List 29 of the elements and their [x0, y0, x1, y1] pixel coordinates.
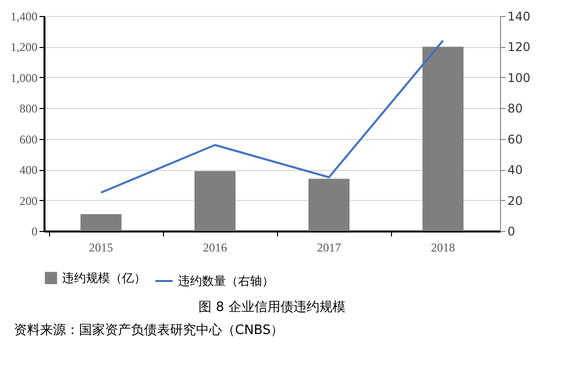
bar	[308, 178, 350, 231]
x-tick-label: 2016	[203, 240, 227, 254]
y2-tick-label: 120	[508, 40, 530, 54]
text: 资料来源：国家资产负债表研究中心（CNBS）	[13, 322, 285, 339]
y-tick-label: 400	[20, 163, 38, 178]
y-tick-label: 0	[32, 224, 38, 238]
y2-tick-label: 100	[508, 70, 530, 85]
x-tick-label: 2015	[89, 240, 113, 254]
line-series	[100, 40, 444, 194]
y-tick-label: 200	[20, 194, 38, 208]
legend-label: 违约数量（右轴）	[178, 274, 274, 288]
bar	[80, 214, 122, 231]
x-tick-label: 2018	[431, 240, 455, 254]
y2-tick-label: 20	[508, 194, 523, 208]
y2-tick-label: 40	[508, 163, 523, 178]
y2-tick-label: 60	[508, 132, 523, 146]
y-tick-label: 1,000	[10, 70, 38, 85]
y2-tick-label: 80	[508, 102, 523, 116]
y-tick-label: 600	[20, 132, 38, 146]
y-tick-label: 1,400	[10, 10, 38, 24]
legend-label: 违约规模（亿）	[62, 271, 146, 285]
y2-tick-label: 0	[508, 224, 516, 238]
y-tick-label: 800	[20, 102, 38, 116]
bar	[422, 46, 464, 231]
y2-tick-label: 140	[508, 10, 530, 24]
y-tick-label: 1,200	[10, 40, 38, 54]
x-tick-label: 2017	[317, 240, 341, 254]
text: 图 8 企业信用债违约规模	[198, 300, 346, 315]
bar	[194, 171, 236, 231]
